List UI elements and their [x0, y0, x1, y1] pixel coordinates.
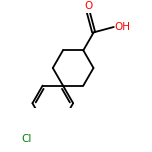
Text: Cl: Cl — [21, 134, 32, 144]
Text: OH: OH — [114, 22, 130, 32]
Text: O: O — [84, 1, 92, 11]
